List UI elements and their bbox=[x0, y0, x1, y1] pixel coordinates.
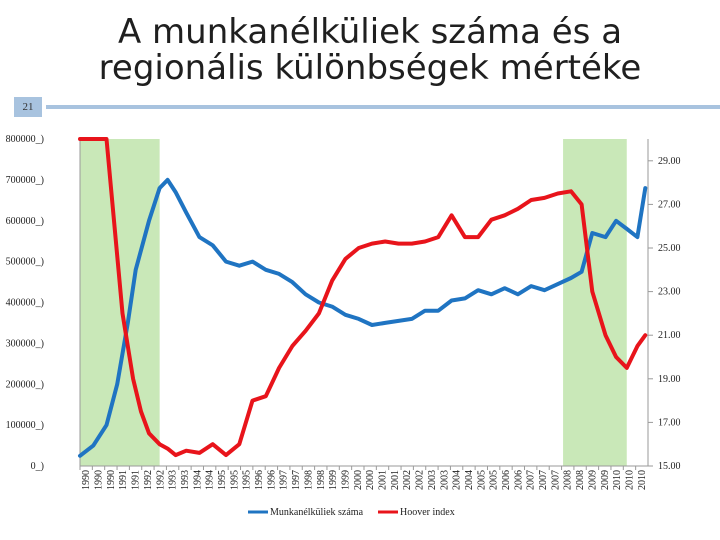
y-right-tick-label: 29.00 bbox=[658, 156, 681, 167]
x-tick-label: 1998 bbox=[303, 470, 314, 490]
x-tick-label: 1992 bbox=[155, 470, 166, 490]
left-axis-ticks: 0_) 100000_) 200000_) 300000_) 400000_) 50000… bbox=[6, 134, 44, 472]
legend-label-1: Munkanélküliek száma bbox=[270, 507, 364, 518]
x-axis-ticks: 1990 1990 1990 1991 1991 1992 1992 1993 1993 1994… bbox=[79, 466, 648, 490]
x-tick-label: 1999 bbox=[328, 470, 339, 490]
x-tick-label: 2010 bbox=[637, 470, 648, 490]
x-tick-label: 2009 bbox=[587, 470, 598, 490]
y-left-tick-label: 0_) bbox=[31, 461, 44, 472]
x-tick-label: 2001 bbox=[378, 470, 389, 490]
x-tick-label: 2004 bbox=[464, 470, 475, 490]
x-tick-label: 1995 bbox=[229, 470, 240, 490]
x-tick-label: 1994 bbox=[192, 470, 203, 490]
x-tick-label: 2007 bbox=[550, 470, 561, 490]
y-right-tick-label: 25.00 bbox=[658, 243, 681, 254]
y-left-tick-label: 100000_) bbox=[6, 420, 44, 431]
y-left-tick-label: 300000_) bbox=[6, 338, 44, 349]
x-tick-label: 1993 bbox=[168, 470, 179, 490]
title-line-1: A munkanélküliek száma és a bbox=[117, 12, 623, 52]
x-tick-label: 1996 bbox=[266, 470, 277, 490]
y-right-tick-label: 15.00 bbox=[658, 461, 681, 472]
x-tick-label: 2007 bbox=[538, 470, 549, 490]
x-tick-label: 2008 bbox=[575, 470, 586, 490]
y-left-tick-label: 800000_) bbox=[6, 134, 44, 145]
y-left-tick-label: 500000_) bbox=[6, 257, 44, 268]
x-tick-label: 2005 bbox=[489, 470, 500, 490]
x-tick-label: 1993 bbox=[180, 470, 191, 490]
x-tick-label: 1995 bbox=[242, 470, 253, 490]
y-left-tick-label: 600000_) bbox=[6, 216, 44, 227]
x-tick-label: 2003 bbox=[427, 470, 438, 490]
y-right-tick-label: 19.00 bbox=[658, 374, 681, 385]
plot-frame bbox=[79, 139, 649, 467]
x-tick-label: 1992 bbox=[143, 470, 154, 490]
x-tick-label: 1998 bbox=[316, 470, 327, 490]
y-left-tick-label: 200000_) bbox=[6, 379, 44, 390]
x-tick-label: 1990 bbox=[94, 470, 105, 490]
x-tick-label: 2006 bbox=[501, 470, 512, 490]
x-tick-label: 1999 bbox=[340, 470, 351, 490]
slide-number: 21 bbox=[14, 97, 42, 117]
legend: Munkanélküliek száma Hoover index bbox=[248, 507, 455, 518]
slide-header-rule bbox=[46, 105, 720, 109]
x-tick-label: 1990 bbox=[106, 470, 117, 490]
x-tick-label: 2004 bbox=[452, 470, 463, 490]
x-tick-label: 1991 bbox=[118, 470, 129, 490]
series-lines bbox=[78, 137, 648, 458]
y-right-tick-label: 17.00 bbox=[658, 417, 681, 428]
x-tick-label: 2003 bbox=[439, 470, 450, 490]
x-tick-label: 2010 bbox=[624, 470, 635, 490]
title-line-2: regionális különbségek mértéke bbox=[98, 48, 642, 88]
x-tick-label: 2010 bbox=[612, 470, 623, 490]
x-tick-label: 1990 bbox=[81, 470, 92, 490]
y-right-tick-label: 23.00 bbox=[658, 287, 681, 298]
y-right-tick-label: 21.00 bbox=[658, 330, 681, 341]
series-line-unemployed bbox=[78, 177, 648, 458]
right-axis-ticks: 15.00 17.00 19.00 21.00 23.00 25.00 27.00 29.00 bbox=[648, 156, 681, 472]
x-tick-label: 1997 bbox=[291, 470, 302, 490]
y-left-tick-label: 400000_) bbox=[6, 298, 44, 309]
x-tick-label: 2008 bbox=[563, 470, 574, 490]
x-tick-label: 1994 bbox=[205, 470, 216, 490]
page-title: A munkanélküliek száma és a regionális k… bbox=[60, 14, 680, 86]
x-tick-label: 2000 bbox=[365, 470, 376, 490]
legend-label-2: Hoover index bbox=[400, 507, 455, 518]
x-tick-label: 1995 bbox=[217, 470, 228, 490]
x-tick-label: 2006 bbox=[513, 470, 524, 490]
x-tick-label: 2002 bbox=[402, 470, 413, 490]
y-right-tick-label: 27.00 bbox=[658, 199, 681, 210]
x-tick-label: 2007 bbox=[526, 470, 537, 490]
x-tick-label: 2009 bbox=[600, 470, 611, 490]
x-tick-label: 1997 bbox=[279, 470, 290, 490]
series-line-hoover-index bbox=[78, 137, 648, 458]
x-tick-label: 2001 bbox=[390, 470, 401, 490]
x-tick-label: 1991 bbox=[131, 470, 142, 490]
x-tick-label: 2002 bbox=[415, 470, 426, 490]
x-tick-label: 1996 bbox=[254, 470, 265, 490]
y-left-tick-label: 700000_) bbox=[6, 175, 44, 186]
x-tick-label: 2005 bbox=[476, 470, 487, 490]
x-tick-label: 2000 bbox=[353, 470, 364, 490]
